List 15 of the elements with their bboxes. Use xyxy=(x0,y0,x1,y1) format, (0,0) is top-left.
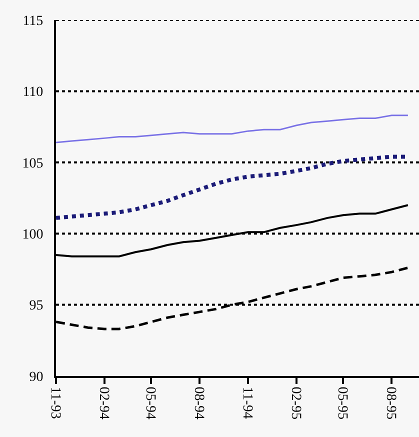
x-tick-label: 08-95 xyxy=(383,386,398,420)
x-tick-label: 11-94 xyxy=(239,386,254,419)
x-tick-label: 05-94 xyxy=(142,386,158,420)
y-tick-label: 110 xyxy=(22,85,44,100)
y-tick-label: 100 xyxy=(22,228,44,242)
x-tick-label: 05-95 xyxy=(334,386,350,420)
x-tick-label: 02-94 xyxy=(96,386,111,420)
y-tick-label: 115 xyxy=(22,14,44,29)
x-tick-label: 02-95 xyxy=(288,386,303,420)
y-tick-label: 90 xyxy=(29,370,44,385)
y-tick-label: 95 xyxy=(29,298,44,314)
line-series xyxy=(56,114,409,144)
x-tick-label: 11-93 xyxy=(47,386,62,419)
x-tick-label: 08-94 xyxy=(191,386,206,420)
y-tick-label: 105 xyxy=(22,156,44,172)
